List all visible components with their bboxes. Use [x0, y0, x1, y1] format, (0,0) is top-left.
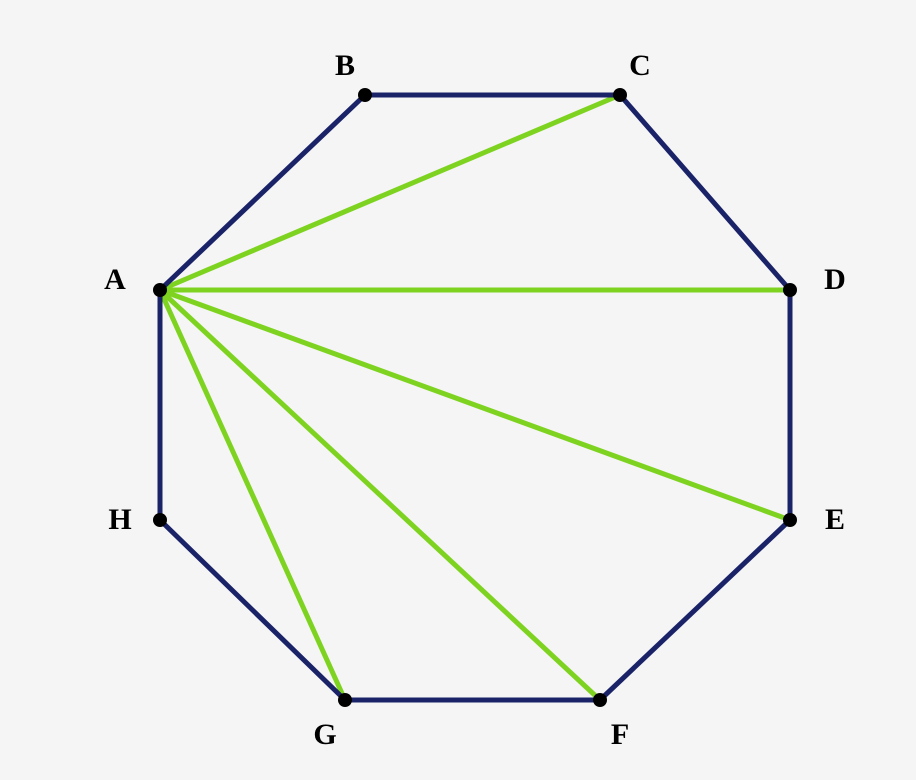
- label-B: B: [335, 49, 355, 83]
- label-C: C: [629, 49, 651, 83]
- label-E: E: [825, 503, 845, 537]
- vertex-A: [153, 283, 167, 297]
- vertex-E: [783, 513, 797, 527]
- diagonal-AC: [160, 95, 620, 290]
- diagonal-AE: [160, 290, 790, 520]
- diagonal-AF: [160, 290, 600, 700]
- vertex-H: [153, 513, 167, 527]
- edge-EF: [600, 520, 790, 700]
- octagon-svg: [0, 0, 916, 780]
- diagonal-AG: [160, 290, 345, 700]
- vertex-D: [783, 283, 797, 297]
- diagram-canvas: A B C D E F G H: [0, 0, 916, 780]
- label-A: A: [104, 263, 126, 297]
- label-D: D: [824, 263, 846, 297]
- label-G: G: [313, 718, 336, 752]
- vertex-F: [593, 693, 607, 707]
- vertex-B: [358, 88, 372, 102]
- label-H: H: [108, 503, 131, 537]
- vertex-C: [613, 88, 627, 102]
- label-F: F: [611, 718, 629, 752]
- edge-CD: [620, 95, 790, 290]
- edge-GH: [160, 520, 345, 700]
- vertex-G: [338, 693, 352, 707]
- edge-AB: [160, 95, 365, 290]
